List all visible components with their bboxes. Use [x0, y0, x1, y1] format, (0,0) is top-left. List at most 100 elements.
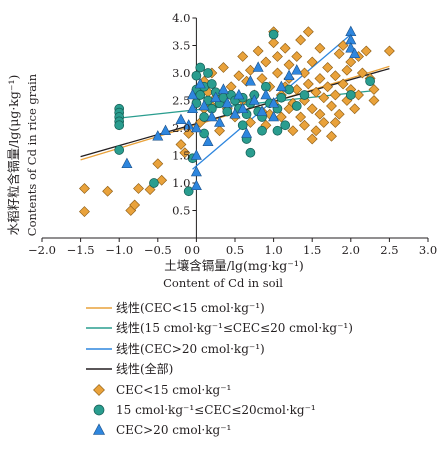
data-point-triangle: [194, 77, 206, 89]
y-tick-label: 3.5: [172, 39, 190, 53]
y-tick-label: 4.0: [172, 11, 190, 25]
legend-symbol-triangle: [93, 423, 105, 436]
data-point-diamond: [326, 130, 337, 142]
data-point-diamond: [337, 78, 349, 90]
x-tick-label: −1.5: [67, 243, 95, 257]
data-point-diamond: [268, 37, 280, 49]
data-point-triangle: [190, 121, 202, 133]
data-point-triangle: [121, 157, 133, 169]
data-point-diamond: [306, 56, 318, 68]
data-point-triangle: [291, 64, 303, 75]
legend-label: 15 cmol·kg⁻¹≤CEC≤20cmol·kg⁻¹: [116, 402, 316, 417]
data-point-circle: [149, 178, 159, 188]
x-tick-label: 2.0: [342, 243, 360, 257]
data-point-triangle: [175, 113, 187, 125]
data-point-diamond: [329, 89, 341, 101]
data-point-triangle: [237, 102, 249, 114]
y-axis-label: 水稻籽粒含镉量/lg(μg·kg⁻¹) Contents of Cd in ri…: [6, 73, 39, 236]
legend-item: 线性(全部): [86, 359, 436, 379]
data-point-circle: [199, 128, 209, 139]
data-point-triangle: [221, 97, 233, 108]
data-point-circle: [114, 120, 125, 131]
data-point-diamond: [302, 78, 314, 90]
legend-symbol-line: [86, 348, 112, 350]
data-point-diamond: [272, 51, 283, 62]
data-point-diamond: [310, 125, 322, 137]
data-point-circle: [268, 29, 279, 40]
legend-item: 线性(CEC<15 cmol·kg⁻¹): [86, 298, 436, 318]
data-point-circle: [276, 92, 287, 103]
legend-label: 线性(CEC>20 cmol·kg⁻¹): [116, 341, 265, 356]
data-point-diamond: [302, 26, 314, 38]
data-point-diamond: [329, 117, 341, 128]
data-point-triangle: [206, 110, 218, 122]
data-point-diamond: [275, 111, 287, 123]
data-point-triangle: [260, 88, 272, 100]
y-tick-label: 2.5: [172, 94, 190, 108]
data-point-circle: [222, 106, 233, 117]
data-point-diamond: [322, 81, 334, 93]
data-point-diamond: [237, 51, 249, 62]
y-axis-label-cn: 水稻籽粒含镉量/lg(μg·kg⁻¹): [6, 75, 21, 236]
data-point-circle: [291, 101, 302, 111]
scatter-chart: −2.0 −1.5 −1.0 −0.5 0 0.5 1.0 1.5 2.0 2.5 3.0 0.5 1.…: [28, 11, 437, 273]
data-point-diamond: [356, 67, 368, 79]
legend-marker: [93, 423, 105, 436]
data-point-diamond: [256, 73, 268, 84]
data-point-triangle: [183, 119, 195, 130]
legend: 线性(CEC<15 cmol·kg⁻¹) 线性(15 cmol·kg⁻¹≤CEC≤…: [86, 298, 436, 441]
legend-symbol-circle: [93, 404, 105, 416]
x-tick-label: 2.5: [380, 243, 398, 257]
y-axis-label-en: Contents of Cd in rice grain: [25, 73, 39, 236]
data-point-diamond: [299, 119, 310, 131]
legend-item: CEC>20 cmol·kg⁻¹: [86, 420, 436, 440]
x-tick-label: 0: [193, 243, 200, 257]
data-point-triangle: [256, 105, 268, 116]
data-point-diamond: [318, 117, 330, 128]
data-point-diamond: [349, 103, 361, 115]
data-point-circle: [280, 120, 291, 131]
data-point-diamond: [217, 62, 229, 73]
data-point-triangle: [244, 75, 256, 86]
data-point-diamond: [252, 45, 264, 57]
legend-item: CEC<15 cmol·kg⁻¹: [86, 380, 436, 400]
legend-label: 线性(15 cmol·kg⁻¹≤CEC≤20 cmol·kg⁻¹): [116, 321, 353, 336]
legend-item: 15 cmol·kg⁻¹≤CEC≤20cmol·kg⁻¹: [86, 400, 436, 420]
data-point-diamond: [314, 108, 326, 120]
data-point-diamond: [287, 125, 299, 137]
data-point-circle: [365, 76, 375, 87]
data-point-diamond: [245, 117, 256, 128]
y-tick-label: 1.5: [172, 149, 190, 163]
x-tick-label: 1.5: [303, 243, 321, 257]
data-point-diamond: [79, 183, 90, 194]
legend-label: CEC>20 cmol·kg⁻¹: [116, 423, 232, 438]
data-point-diamond: [341, 64, 353, 76]
data-point-diamond: [102, 185, 114, 197]
data-point-circle: [272, 125, 283, 136]
data-point-triangle: [217, 83, 229, 94]
y-tick-label: 3.0: [172, 66, 190, 80]
data-point-diamond: [175, 139, 187, 150]
data-point-diamond: [368, 84, 380, 95]
data-point-diamond: [214, 125, 225, 137]
data-point-diamond: [279, 42, 291, 54]
x-tick-label: 0.5: [226, 243, 244, 257]
data-point-diamond: [299, 67, 310, 79]
data-point-triangle: [241, 127, 253, 138]
legend-marker: [93, 383, 105, 396]
data-point-triangle: [268, 97, 280, 108]
data-point-diamond: [333, 48, 345, 60]
data-point-diamond: [326, 100, 337, 112]
data-point-diamond: [295, 34, 307, 46]
data-point-triangle: [268, 110, 280, 122]
x-tick-label: 1.0: [264, 243, 282, 257]
data-point-diamond: [179, 147, 191, 159]
data-point-triangle: [152, 130, 164, 141]
x-tick-label: −1.0: [105, 243, 133, 257]
legend-symbol-line: [86, 327, 112, 330]
data-point-diamond: [79, 206, 90, 218]
data-point-triangle: [252, 61, 264, 72]
data-point-diamond: [318, 92, 330, 104]
data-point-diamond: [295, 111, 307, 123]
data-point-diamond: [129, 199, 141, 211]
